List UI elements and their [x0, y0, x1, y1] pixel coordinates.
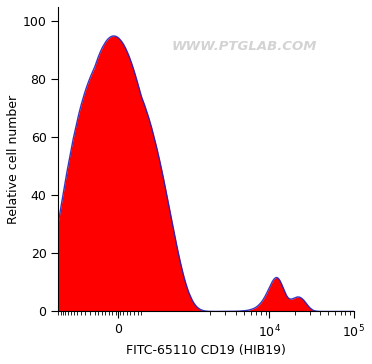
X-axis label: FITC-65110 CD19 (HIB19): FITC-65110 CD19 (HIB19) [126, 344, 286, 357]
Text: WWW.PTGLAB.COM: WWW.PTGLAB.COM [172, 40, 317, 53]
Y-axis label: Relative cell number: Relative cell number [7, 95, 20, 224]
